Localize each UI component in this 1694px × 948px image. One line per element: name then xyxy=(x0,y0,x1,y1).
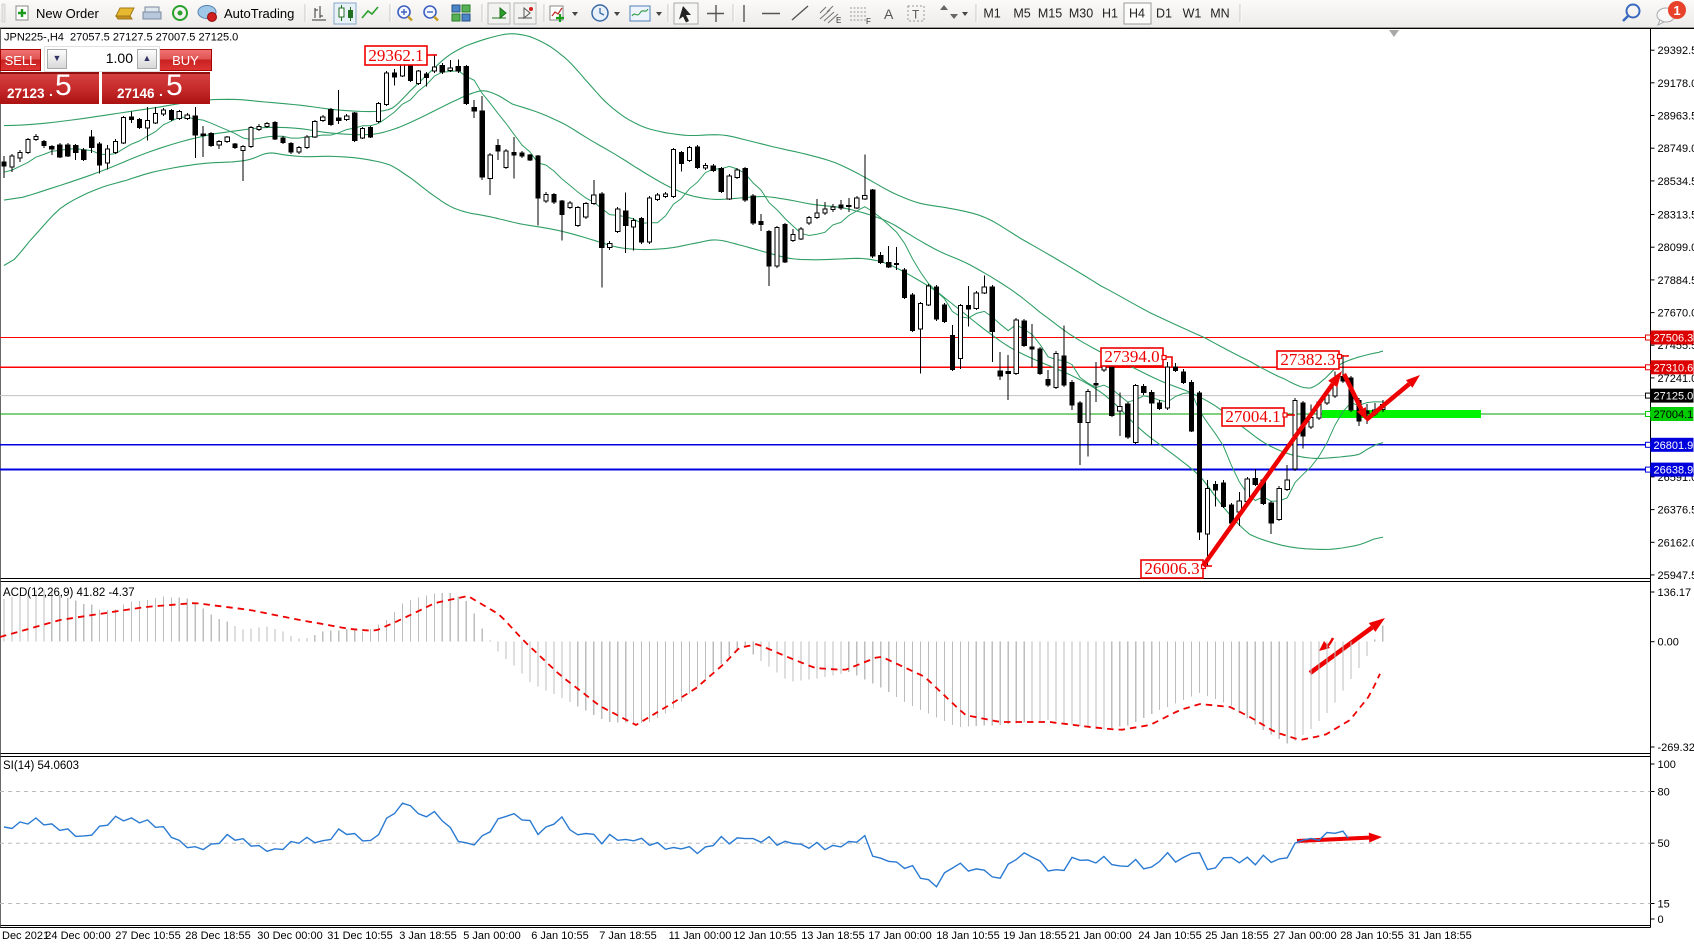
svg-text:5 Jan 00:00: 5 Jan 00:00 xyxy=(463,930,521,942)
svg-text:27 Dec 10:55: 27 Dec 10:55 xyxy=(115,930,180,942)
svg-text:28 Jan 10:55: 28 Jan 10:55 xyxy=(1340,930,1404,942)
svg-text:28 Dec 18:55: 28 Dec 18:55 xyxy=(185,930,250,942)
svg-text:31 Dec 10:55: 31 Dec 10:55 xyxy=(327,930,392,942)
svg-text:26162.0: 26162.0 xyxy=(1658,537,1694,549)
svg-text:ACD(12,26,9) 41.82 -4.37: ACD(12,26,9) 41.82 -4.37 xyxy=(3,587,135,599)
svg-text:13 Jan 18:55: 13 Jan 18:55 xyxy=(801,930,865,942)
svg-text:25 Jan 18:55: 25 Jan 18:55 xyxy=(1205,930,1269,942)
svg-text:27241.0: 27241.0 xyxy=(1658,373,1694,385)
svg-text:24 Jan 10:55: 24 Jan 10:55 xyxy=(1138,930,1202,942)
svg-text:27884.5: 27884.5 xyxy=(1658,275,1694,287)
svg-text:21 Jan 00:00: 21 Jan 00:00 xyxy=(1068,930,1132,942)
svg-text:27394.0: 27394.0 xyxy=(1104,347,1159,366)
svg-text:Dec 2021: Dec 2021 xyxy=(2,930,49,942)
svg-text:18 Jan 10:55: 18 Jan 10:55 xyxy=(936,930,1000,942)
svg-text:27125.0: 27125.0 xyxy=(1654,391,1694,403)
svg-text:25947.5: 25947.5 xyxy=(1658,570,1694,582)
svg-text:7 Jan 18:55: 7 Jan 18:55 xyxy=(599,930,657,942)
svg-text:-269.32: -269.32 xyxy=(1658,742,1694,754)
svg-text:6 Jan 10:55: 6 Jan 10:55 xyxy=(531,930,589,942)
svg-text:26006.3: 26006.3 xyxy=(1144,559,1199,578)
svg-text:27310.6: 27310.6 xyxy=(1654,362,1694,374)
svg-text:27382.3: 27382.3 xyxy=(1280,350,1335,369)
svg-text:24 Dec 00:00: 24 Dec 00:00 xyxy=(45,930,110,942)
svg-text:19 Jan 18:55: 19 Jan 18:55 xyxy=(1003,930,1067,942)
svg-text:29362.1: 29362.1 xyxy=(368,46,423,65)
svg-text:27506.3: 27506.3 xyxy=(1654,333,1694,345)
svg-text:80: 80 xyxy=(1658,787,1670,799)
svg-text:SI(14) 54.0603: SI(14) 54.0603 xyxy=(3,760,79,772)
svg-text:50: 50 xyxy=(1658,838,1670,850)
svg-text:26638.9: 26638.9 xyxy=(1654,465,1694,477)
svg-text:136.17: 136.17 xyxy=(1658,587,1692,599)
svg-text:0.00: 0.00 xyxy=(1658,637,1679,649)
svg-text:27 Jan 00:00: 27 Jan 00:00 xyxy=(1273,930,1337,942)
svg-text:27004.1: 27004.1 xyxy=(1225,407,1280,426)
svg-text:28313.5: 28313.5 xyxy=(1658,210,1694,222)
svg-text:28749.0: 28749.0 xyxy=(1658,143,1694,155)
svg-text:11 Jan 00:00: 11 Jan 00:00 xyxy=(669,930,732,942)
svg-text:JPN225-,H4 27057.5 27127.5 27: JPN225-,H4 27057.5 27127.5 27007.5 27125… xyxy=(4,32,238,44)
svg-text:26376.5: 26376.5 xyxy=(1658,505,1694,517)
svg-text:29392.5: 29392.5 xyxy=(1658,45,1694,57)
svg-text:28963.5: 28963.5 xyxy=(1658,111,1694,123)
svg-text:29178.0: 29178.0 xyxy=(1658,78,1694,90)
svg-text:31 Jan 18:55: 31 Jan 18:55 xyxy=(1408,930,1472,942)
svg-text:26801.9: 26801.9 xyxy=(1654,440,1694,452)
svg-text:27004.1: 27004.1 xyxy=(1654,409,1694,421)
svg-text:12 Jan 10:55: 12 Jan 10:55 xyxy=(733,930,797,942)
svg-text:3 Jan 18:55: 3 Jan 18:55 xyxy=(399,930,457,942)
svg-text:15: 15 xyxy=(1658,899,1670,911)
svg-text:27670.0: 27670.0 xyxy=(1658,308,1694,320)
svg-text:0: 0 xyxy=(1658,914,1664,926)
svg-text:100: 100 xyxy=(1658,759,1676,771)
svg-text:28099.0: 28099.0 xyxy=(1658,242,1694,254)
svg-text:28534.5: 28534.5 xyxy=(1658,176,1694,188)
svg-text:17 Jan 00:00: 17 Jan 00:00 xyxy=(868,930,932,942)
svg-text:30 Dec 00:00: 30 Dec 00:00 xyxy=(257,930,322,942)
